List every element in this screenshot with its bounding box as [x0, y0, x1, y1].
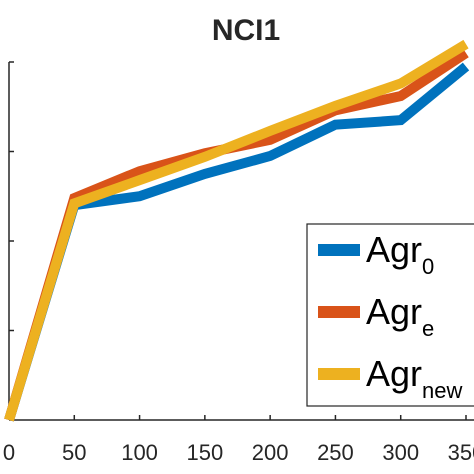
chart-title: NCI1 [212, 14, 280, 47]
x-tick-label: 200 [252, 440, 289, 465]
y-ticks [9, 61, 14, 332]
x-tick-label: 300 [382, 440, 419, 465]
axes: 0 50 100 150 200 250 300 350 [3, 61, 474, 465]
x-tick-label: 100 [121, 440, 158, 465]
x-tick-label: 0 [3, 440, 15, 465]
x-tick-label: 350 [448, 440, 474, 465]
series-line-2 [4, 39, 469, 422]
x-tick-label: 50 [62, 440, 86, 465]
series-lines [4, 39, 470, 422]
x-tick-label: 250 [317, 440, 354, 465]
x-tick-label: 150 [186, 440, 223, 465]
x-ticks: 0 50 100 150 200 250 300 350 [3, 415, 474, 465]
